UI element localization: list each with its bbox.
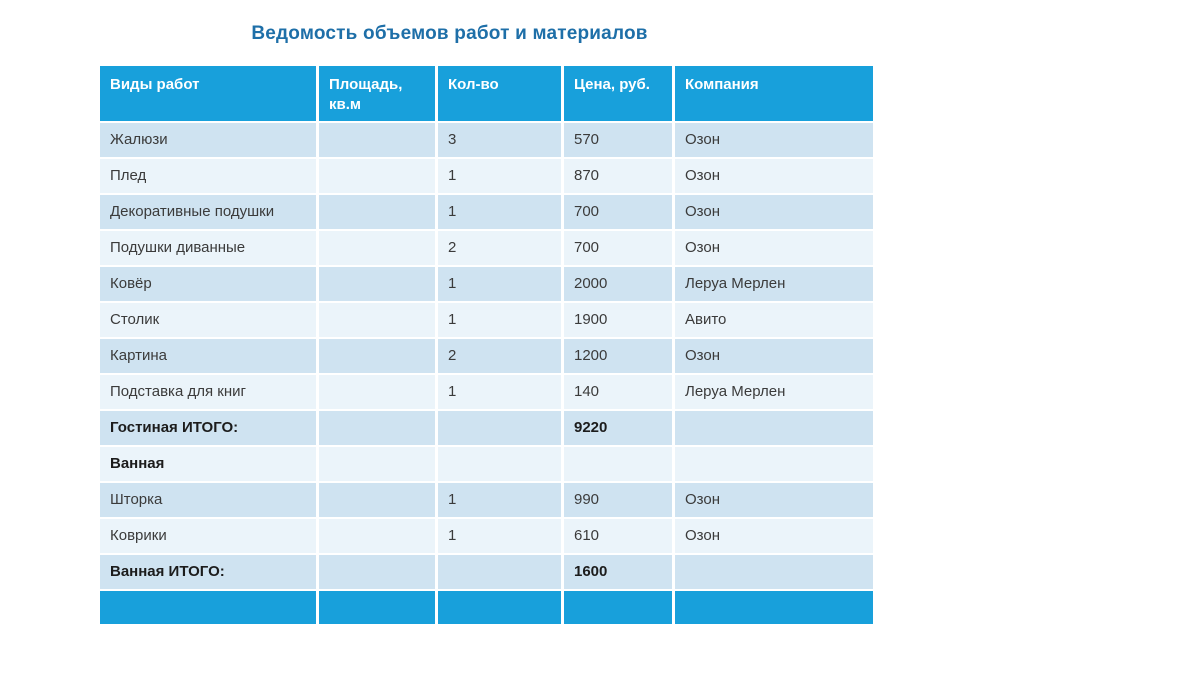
cell-qty: 2 (438, 339, 561, 373)
footer-cell (564, 591, 672, 624)
cell-qty: 1 (438, 519, 561, 553)
cell-price: 870 (564, 159, 672, 193)
cell-company: Леруа Мерлен (675, 267, 873, 301)
cell-area (319, 555, 435, 589)
footer-cell (675, 591, 873, 624)
cell-qty: 1 (438, 159, 561, 193)
cell-area (319, 375, 435, 409)
cell-price: 1200 (564, 339, 672, 373)
cell-company: Озон (675, 483, 873, 517)
footer-cell (100, 591, 316, 624)
cell-area (319, 447, 435, 481)
cell-qty: 3 (438, 123, 561, 157)
table-row: Шторка 1 990 Озон (100, 483, 873, 517)
page-title: Ведомость объемов работ и материалов (251, 23, 648, 44)
table-row: Ковёр 1 2000 Леруа Мерлен (100, 267, 873, 301)
cell-company: Озон (675, 195, 873, 229)
cell-price: 700 (564, 195, 672, 229)
cell-work: Картина (100, 339, 316, 373)
cell-price: 610 (564, 519, 672, 553)
cell-company: Озон (675, 123, 873, 157)
table-row-subtotal-living-room: Гостиная ИТОГО: 9220 (100, 411, 873, 445)
cell-work: Декоративные подушки (100, 195, 316, 229)
cell-area (319, 411, 435, 445)
cell-company (675, 447, 873, 481)
cell-qty: 1 (438, 483, 561, 517)
cell-area (319, 267, 435, 301)
cell-company: Озон (675, 231, 873, 265)
footer-cell (319, 591, 435, 624)
cell-company: Леруа Мерлен (675, 375, 873, 409)
cell-price: 9220 (564, 411, 672, 445)
header-quantity: Кол-во (438, 66, 561, 121)
cell-price: 1900 (564, 303, 672, 337)
table-row: Подушки диванные 2 700 Озон (100, 231, 873, 265)
cell-work: Ванная (100, 447, 316, 481)
table-row: Плед 1 870 Озон (100, 159, 873, 193)
cell-qty: 1 (438, 195, 561, 229)
table-row: Коврики 1 610 Озон (100, 519, 873, 553)
cell-company (675, 411, 873, 445)
table-header-row: Виды работ Площадь, кв.м Кол-во Цена, ру… (100, 66, 873, 121)
cell-work: Шторка (100, 483, 316, 517)
cell-work: Ванная ИТОГО: (100, 555, 316, 589)
cell-qty: 1 (438, 375, 561, 409)
cell-work: Гостиная ИТОГО: (100, 411, 316, 445)
cell-area (319, 339, 435, 373)
table-row: Картина 2 1200 Озон (100, 339, 873, 373)
header-company: Компания (675, 66, 873, 121)
table-footer-row (100, 591, 873, 624)
cell-price: 1600 (564, 555, 672, 589)
cell-work: Плед (100, 159, 316, 193)
table-row: Столик 1 1900 Авито (100, 303, 873, 337)
cell-area (319, 123, 435, 157)
table-row-subtotal-bathroom: Ванная ИТОГО: 1600 (100, 555, 873, 589)
table-row: Декоративные подушки 1 700 Озон (100, 195, 873, 229)
cell-price: 140 (564, 375, 672, 409)
cell-price: 990 (564, 483, 672, 517)
table-row: Подставка для книг 1 140 Леруа Мерлен (100, 375, 873, 409)
cell-area (319, 195, 435, 229)
cell-price: 700 (564, 231, 672, 265)
materials-table: Виды работ Площадь, кв.м Кол-во Цена, ру… (97, 64, 876, 626)
cell-qty (438, 411, 561, 445)
cell-company: Авито (675, 303, 873, 337)
cell-price: 2000 (564, 267, 672, 301)
cell-work: Ковёр (100, 267, 316, 301)
cell-work: Жалюзи (100, 123, 316, 157)
header-price: Цена, руб. (564, 66, 672, 121)
cell-area (319, 159, 435, 193)
cell-work: Столик (100, 303, 316, 337)
header-area: Площадь, кв.м (319, 66, 435, 121)
cell-qty: 2 (438, 231, 561, 265)
cell-area (319, 303, 435, 337)
cell-qty: 1 (438, 303, 561, 337)
table-row: Жалюзи 3 570 Озон (100, 123, 873, 157)
cell-company: Озон (675, 159, 873, 193)
cell-company (675, 555, 873, 589)
cell-company: Озон (675, 339, 873, 373)
table-row-section-bathroom: Ванная (100, 447, 873, 481)
cell-company: Озон (675, 519, 873, 553)
footer-cell (438, 591, 561, 624)
cell-qty (438, 447, 561, 481)
cell-work: Подушки диванные (100, 231, 316, 265)
cell-qty (438, 555, 561, 589)
cell-price (564, 447, 672, 481)
cell-work: Подставка для книг (100, 375, 316, 409)
cell-area (319, 483, 435, 517)
cell-area (319, 519, 435, 553)
cell-area (319, 231, 435, 265)
cell-qty: 1 (438, 267, 561, 301)
header-work-types: Виды работ (100, 66, 316, 121)
cell-price: 570 (564, 123, 672, 157)
cell-work: Коврики (100, 519, 316, 553)
